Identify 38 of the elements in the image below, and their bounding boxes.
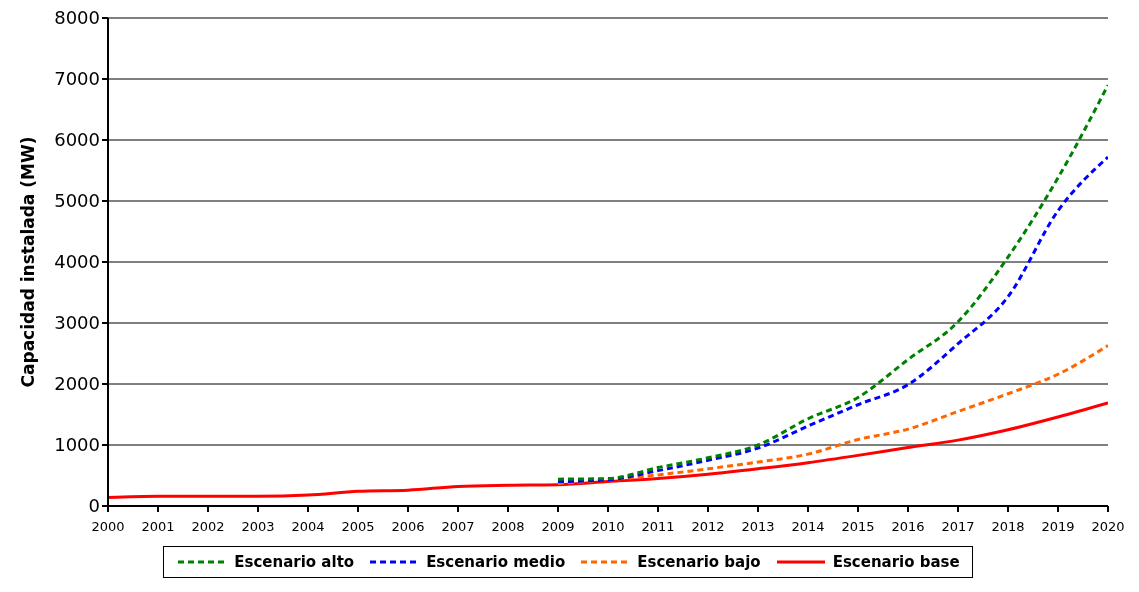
y-tick-label: 7000 (54, 68, 100, 90)
x-tick-label: 2016 (891, 519, 925, 535)
x-tick-label: 2018 (991, 519, 1025, 535)
x-tick-label: 2005 (341, 519, 375, 535)
x-tick-label: 2006 (391, 519, 425, 535)
x-tick-label: 2007 (441, 519, 475, 535)
y-tick-label: 6000 (54, 129, 100, 151)
legend-label: Escenario bajo (637, 553, 761, 571)
legend-label: Escenario alto (234, 553, 355, 571)
x-tick-label: 2015 (841, 519, 875, 535)
y-axis-title: Capacidad instalada (MW) (18, 136, 39, 388)
y-tick-label: 5000 (54, 190, 100, 212)
x-tick-label: 2003 (241, 519, 275, 535)
legend-label: Escenario medio (426, 553, 566, 571)
x-tick-label: 2002 (191, 519, 225, 535)
x-tick-label: 2012 (691, 519, 725, 535)
x-tick-label: 2014 (791, 519, 825, 535)
line-series (556, 83, 1108, 481)
x-tick-label: 2010 (591, 519, 625, 535)
y-tick-label: 1000 (54, 434, 100, 456)
x-tick-label: 2013 (741, 519, 775, 535)
y-tick-label: 0 (88, 495, 100, 517)
x-tick-label: 2001 (141, 519, 175, 535)
x-tick-label: 2004 (291, 519, 325, 535)
line-series (556, 155, 1108, 484)
y-tick-label: 4000 (54, 251, 100, 273)
x-tick-label: 2017 (941, 519, 975, 535)
y-tick-label: 8000 (54, 7, 100, 29)
x-tick-label: 2000 (91, 519, 125, 535)
y-tick-label: 3000 (54, 312, 100, 334)
y-tick-label: 2000 (54, 373, 100, 395)
x-tick-label: 2020 (1091, 519, 1125, 535)
x-tick-label: 2008 (491, 519, 525, 535)
line-series (556, 344, 1108, 485)
legend-label: Escenario base (832, 553, 960, 571)
x-tick-label: 2019 (1041, 519, 1075, 535)
x-tick-label: 2011 (641, 519, 675, 535)
x-tick-label: 2009 (541, 519, 575, 535)
